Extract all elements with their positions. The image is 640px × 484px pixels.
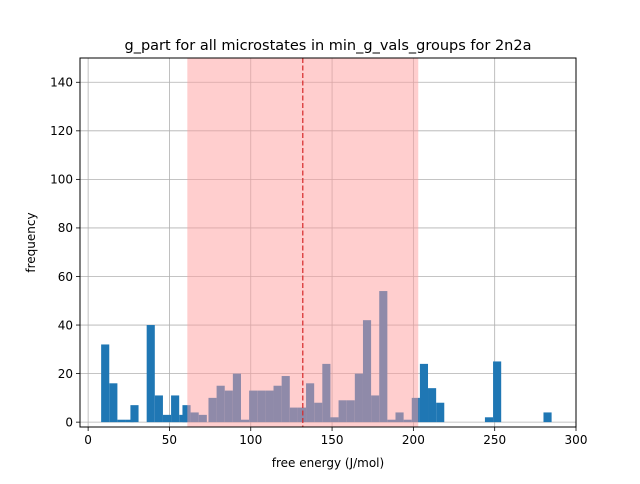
histogram-bar [154,395,163,423]
overlays [187,58,419,427]
x-tick-label: 150 [321,433,344,447]
histogram-bar [162,414,172,423]
y-axis-ticks: 0 20 40 60 80 100 120 140 [50,76,80,429]
x-tick-label: 100 [239,433,262,447]
histogram-bar [146,325,155,423]
y-tick-label: 60 [58,270,73,284]
histogram-bar [428,388,437,423]
y-axis-label: frequency [24,212,38,272]
x-tick-label: 250 [483,433,506,447]
y-tick-label: 80 [58,221,73,235]
histogram-bar [101,344,110,423]
histogram-bar [182,405,191,423]
plot-frame [79,57,577,428]
y-tick-label: 0 [65,415,73,429]
y-tick-label: 120 [50,124,73,138]
histogram-bar [543,412,552,423]
x-tick-label: 200 [402,433,425,447]
histogram-bar [484,417,494,423]
x-axis-ticks: 0 50 100 150 200 250 300 [84,427,587,447]
y-tick-label: 20 [58,367,73,381]
histogram-bar [419,363,429,423]
x-tick-label: 300 [565,433,588,447]
histogram-bar [436,402,445,423]
y-tick-label: 140 [50,76,73,90]
y-tick-label: 40 [58,318,73,332]
histogram-bar [125,419,134,423]
histogram-bar [130,405,139,423]
histogram-bar [171,395,180,423]
chart-title: g_part for all microstates in min_g_vals… [125,38,532,54]
y-tick-label: 100 [50,173,73,187]
histogram-bar [117,419,126,423]
x-tick-label: 50 [162,433,177,447]
x-axis-label: free energy (J/mol) [272,456,384,470]
histogram-bar [109,383,118,423]
histogram-bar [493,361,502,423]
x-tick-label: 0 [84,433,92,447]
